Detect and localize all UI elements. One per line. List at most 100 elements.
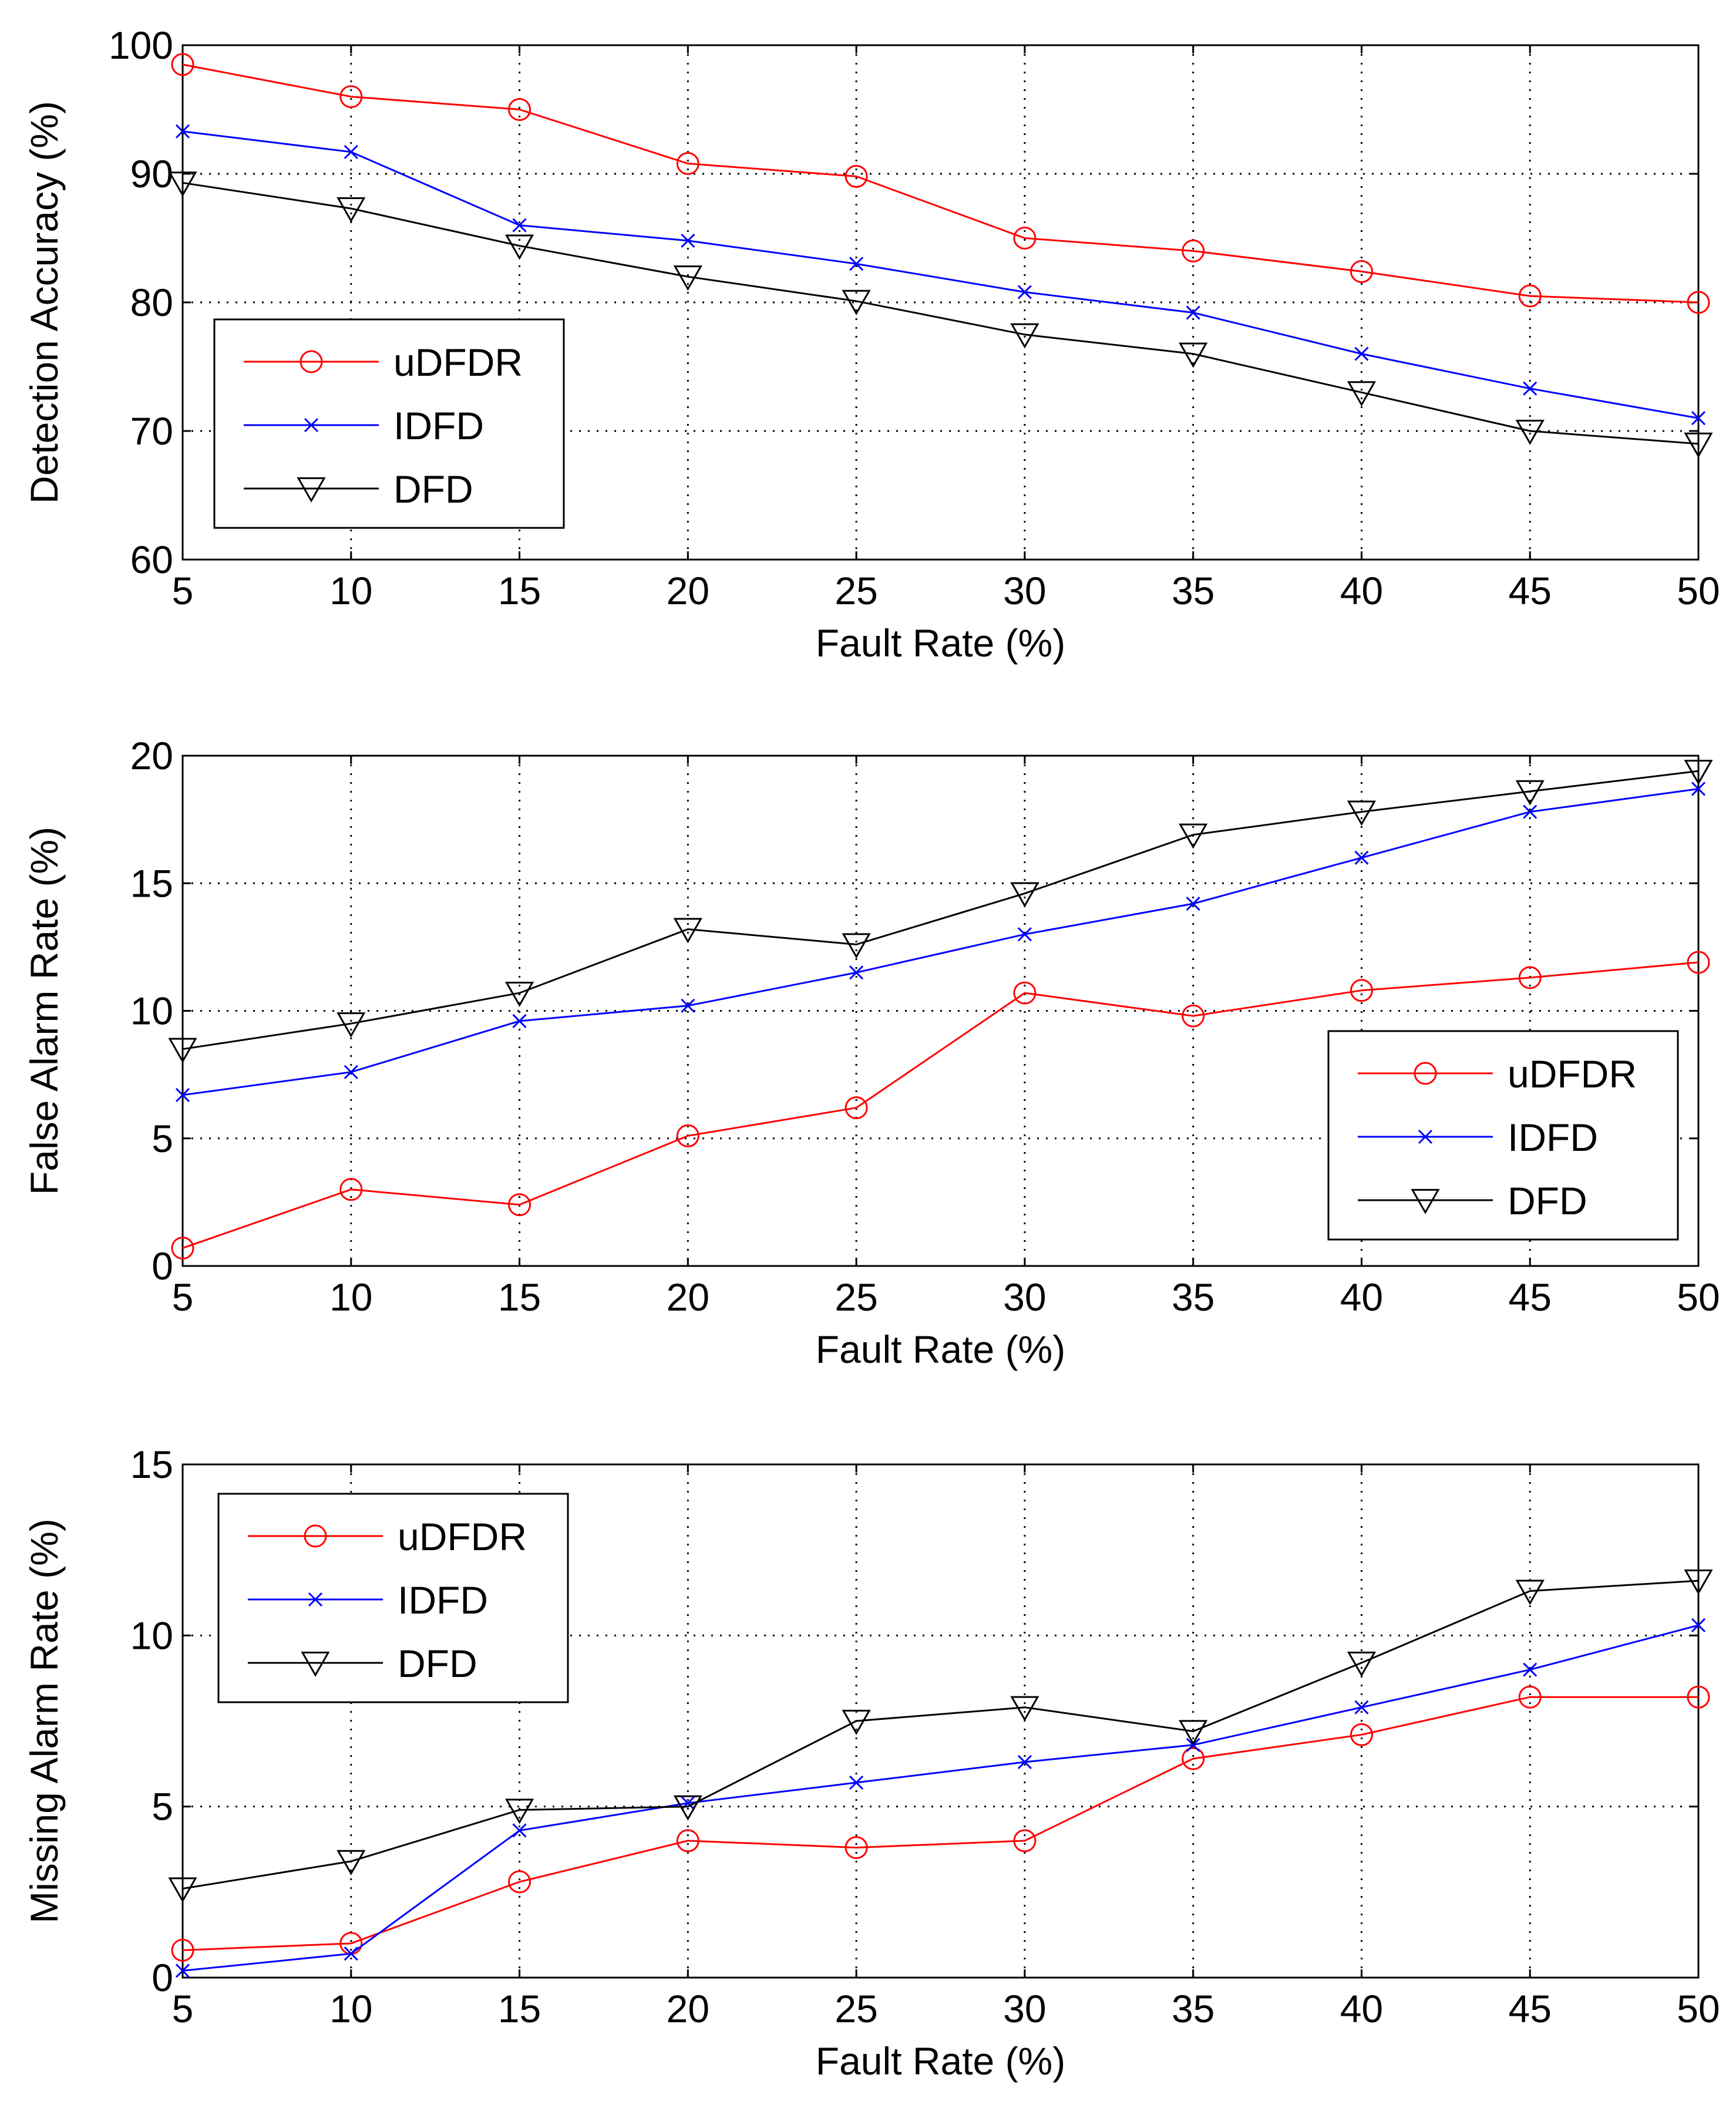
data-point-idfd: [344, 1065, 358, 1079]
data-point-dfd: [337, 1850, 366, 1875]
legend-marker-idfd: [1418, 1129, 1433, 1144]
data-point-dfd: [1515, 780, 1545, 806]
data-point-dfd: [1010, 882, 1039, 908]
data-point-idfd: [1523, 1662, 1537, 1677]
data-point-dfd: [1179, 823, 1208, 849]
data-point-dfd: [1347, 800, 1377, 826]
legend-box: [217, 1493, 569, 1703]
data-point-udfdr: [1687, 291, 1710, 314]
series-line-idfd: [182, 1624, 1699, 1972]
x-tick-label: 35: [1172, 569, 1214, 612]
data-point-idfd: [1017, 927, 1032, 942]
series-line-dfd: [182, 770, 1699, 1050]
data-point-dfd: [1010, 323, 1039, 349]
y-tick-label: 0: [152, 1956, 173, 1999]
data-point-idfd: [1523, 381, 1537, 396]
y-tick-label: 70: [130, 409, 173, 453]
y-tick-label: 0: [152, 1244, 173, 1288]
x-tick-label: 30: [1003, 1275, 1046, 1319]
data-point-idfd: [849, 257, 864, 271]
data-point-udfdr: [1518, 1685, 1542, 1709]
data-point-dfd: [1347, 1651, 1377, 1677]
data-point-udfdr: [1182, 1747, 1205, 1770]
x-tick-label: 25: [835, 1275, 877, 1319]
data-point-udfdr: [171, 1237, 194, 1260]
x-tick-label: 40: [1340, 569, 1383, 612]
chart-panel-1: 5 10 15 20 25 30 35 40 45 50 60 70 80 90 100 Fault Rate…: [22, 23, 1720, 665]
series-udfdr: [171, 1685, 1710, 1962]
data-point-udfdr: [1687, 1685, 1710, 1709]
data-point-udfdr: [171, 1938, 194, 1962]
x-tick-label: 20: [667, 569, 709, 612]
data-point-dfd: [842, 933, 871, 959]
data-point-udfdr: [1687, 951, 1710, 974]
x-tick-label: 15: [498, 1275, 541, 1319]
data-point-idfd: [1354, 346, 1369, 361]
grid: [183, 756, 1698, 1266]
data-point-udfdr: [1518, 284, 1542, 308]
data-point-dfd: [1684, 1570, 1713, 1595]
data-point-udfdr: [508, 98, 531, 121]
data-point-idfd: [512, 1013, 527, 1028]
x-tick-label: 50: [1677, 1275, 1720, 1319]
data-point-idfd: [512, 218, 527, 233]
x-tick-label: 45: [1509, 1275, 1552, 1319]
y-axis-label: Missing Alarm Rate (%): [22, 1518, 66, 1924]
series-line-idfd: [182, 788, 1699, 1096]
series-idfd: [175, 1618, 1706, 1978]
series-line-udfdr: [182, 63, 1699, 304]
data-point-udfdr: [676, 1829, 699, 1853]
series-dfd: [168, 1570, 1713, 1903]
legend-marker-udfdr: [300, 350, 323, 373]
legend-label-dfd: DFD: [398, 1642, 477, 1685]
series-udfdr: [171, 53, 1710, 314]
data-point-dfd: [842, 1709, 871, 1735]
data-point-udfdr: [508, 1870, 531, 1894]
x-tick-label: 20: [667, 1987, 709, 2030]
x-tick-label: 50: [1677, 1987, 1720, 2030]
data-point-udfdr: [339, 1178, 363, 1201]
x-tick-label: 40: [1340, 1275, 1383, 1319]
data-point-idfd: [344, 144, 358, 159]
y-tick-label: 15: [130, 1443, 173, 1486]
data-point-udfdr: [171, 53, 194, 76]
data-point-udfdr: [1013, 1829, 1037, 1853]
data-point-idfd: [344, 1946, 358, 1961]
data-point-idfd: [1691, 411, 1706, 426]
legend-label-idfd: IDFD: [393, 404, 484, 447]
data-point-idfd: [175, 124, 190, 139]
data-point-dfd: [673, 918, 702, 944]
x-axis-label: Fault Rate (%): [816, 1328, 1065, 1371]
data-point-dfd: [1179, 342, 1208, 368]
legend-marker-dfd: [301, 1651, 330, 1677]
data-point-idfd: [1354, 1700, 1369, 1715]
data-point-dfd: [504, 234, 534, 260]
data-point-udfdr: [1350, 979, 1373, 1002]
x-tick-label: 35: [1172, 1275, 1214, 1319]
data-point-idfd: [681, 233, 695, 248]
x-tick-label: 50: [1677, 569, 1720, 612]
data-point-udfdr: [845, 1096, 868, 1120]
data-point-dfd: [168, 1038, 197, 1063]
series-line-udfdr: [182, 961, 1699, 1250]
legend-label-udfdr: uDFDR: [393, 341, 523, 384]
y-tick-label: 100: [109, 23, 173, 67]
data-point-udfdr: [676, 1124, 699, 1147]
data-point-dfd: [337, 1012, 366, 1038]
x-tick-label: 10: [329, 1987, 372, 2030]
data-point-udfdr: [1013, 981, 1037, 1005]
series-dfd: [168, 759, 1713, 1063]
legend-marker-idfd: [304, 417, 319, 433]
data-point-dfd: [1515, 419, 1545, 445]
x-axis-label: Fault Rate (%): [816, 621, 1065, 665]
legend-box: [213, 318, 565, 529]
data-point-dfd: [1010, 1696, 1039, 1722]
data-point-idfd: [175, 1087, 190, 1102]
x-tick-label: 5: [172, 1987, 194, 2030]
data-point-idfd: [1017, 285, 1032, 299]
series-line-dfd: [182, 1579, 1699, 1890]
data-point-udfdr: [845, 1836, 868, 1860]
